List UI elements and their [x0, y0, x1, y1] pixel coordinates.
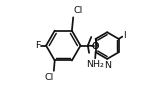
Text: NH₂: NH₂: [86, 60, 104, 69]
Text: O: O: [92, 42, 99, 50]
Text: N: N: [104, 61, 111, 71]
Text: O: O: [92, 42, 99, 50]
Text: Cl: Cl: [44, 73, 53, 82]
Text: I: I: [123, 31, 126, 40]
Text: F: F: [35, 41, 41, 50]
Text: Cl: Cl: [74, 6, 83, 15]
